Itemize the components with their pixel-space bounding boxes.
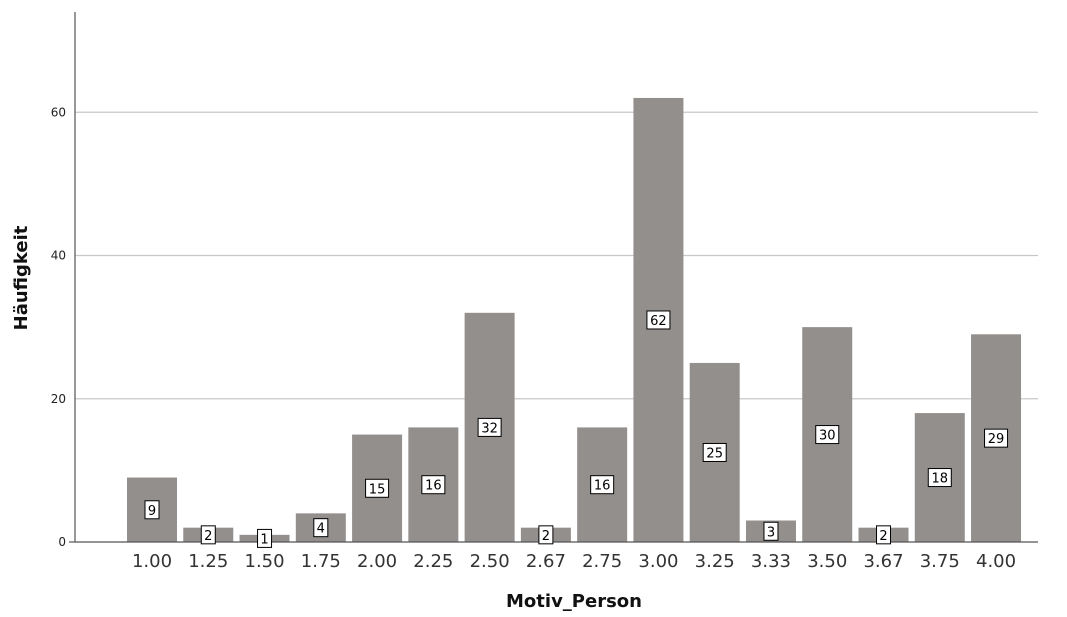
data-label: 30: [819, 429, 836, 444]
data-label: 16: [594, 479, 611, 494]
y-axis-title: Häufigkeit: [11, 225, 32, 330]
data-label-3.75: 18: [927, 468, 952, 488]
data-label-box: [702, 442, 727, 462]
data-label-box: [257, 528, 273, 548]
data-label-box: [313, 518, 329, 538]
data-label-box: [876, 525, 892, 545]
data-label-3.33: 3: [763, 521, 779, 541]
data-label: 32: [481, 421, 498, 436]
data-label-3.67: 2: [876, 525, 892, 545]
x-axis-title: Motiv_Person: [506, 591, 642, 612]
data-label-box: [763, 521, 779, 541]
data-label: 9: [148, 504, 156, 519]
y-tick-label: 60: [51, 105, 66, 119]
data-label-2.00: 15: [365, 478, 390, 498]
data-label-4.00: 29: [984, 428, 1009, 448]
data-label-box: [927, 468, 952, 488]
x-tick-label: 3.00: [638, 551, 678, 572]
data-label-box: [421, 475, 446, 495]
x-tick-label: 3.67: [863, 551, 903, 572]
data-label-box: [590, 475, 615, 495]
data-label-2.67: 2: [538, 525, 554, 545]
x-tick-label: 1.25: [188, 551, 228, 572]
x-tick-label: 1.50: [245, 551, 285, 572]
tick-labels: 0 20 40 60 1.00 1.25 1.50 1.75 2.00 2.25 2.50 2.67 2…: [51, 105, 1016, 572]
x-tick-label: 2.50: [470, 551, 510, 572]
data-label-1.25: 2: [200, 525, 216, 545]
data-label-3.25: 25: [702, 442, 727, 462]
data-label-box: [200, 525, 216, 545]
bars: [127, 97, 1022, 542]
data-label: 4: [317, 522, 325, 537]
data-label: 62: [650, 314, 667, 329]
x-tick-label: 3.25: [695, 551, 735, 572]
data-label-box: [646, 310, 671, 330]
data-label: 16: [425, 479, 442, 494]
data-label: 18: [932, 472, 949, 487]
x-tick-label: 2.00: [357, 551, 397, 572]
data-label-box: [538, 525, 554, 545]
x-tick-label: 3.75: [920, 551, 960, 572]
x-tick-label: 1.75: [301, 551, 341, 572]
x-tick-label: 2.67: [526, 551, 566, 572]
axes: [69, 12, 1038, 543]
data-label-1.75: 4: [313, 518, 329, 538]
data-label-box: [477, 417, 502, 437]
gridlines: [75, 111, 1038, 400]
data-label-1.50: 1: [257, 528, 273, 548]
x-tick-label: 1.00: [132, 551, 172, 572]
data-label-box: [144, 500, 160, 520]
data-label-1.00: 9: [144, 500, 160, 520]
x-tick-label: 3.33: [751, 551, 791, 572]
data-label: 2: [879, 529, 887, 544]
y-tick-label: 20: [51, 392, 66, 406]
data-label-2.75: 16: [590, 475, 615, 495]
data-label: 25: [706, 446, 723, 461]
data-label-3.00: 62: [646, 310, 671, 330]
x-tick-label: 4.00: [976, 551, 1016, 572]
data-label-box: [815, 425, 840, 445]
x-tick-label: 3.50: [807, 551, 847, 572]
data-label: 1: [260, 532, 268, 547]
data-label: 29: [988, 432, 1005, 447]
data-label: 3: [767, 525, 775, 540]
data-label-2.25: 16: [421, 475, 446, 495]
x-tick-label: 2.75: [582, 551, 622, 572]
data-label: 2: [542, 529, 550, 544]
y-tick-label: 40: [51, 249, 66, 263]
data-label-box: [365, 478, 390, 498]
data-label-box: [984, 428, 1009, 448]
data-label-2.50: 32: [477, 417, 502, 437]
data-label-3.50: 30: [815, 425, 840, 445]
data-label: 2: [204, 529, 212, 544]
y-tick-label: 0: [58, 535, 66, 549]
data-label: 15: [369, 482, 386, 497]
x-tick-label: 2.25: [413, 551, 453, 572]
